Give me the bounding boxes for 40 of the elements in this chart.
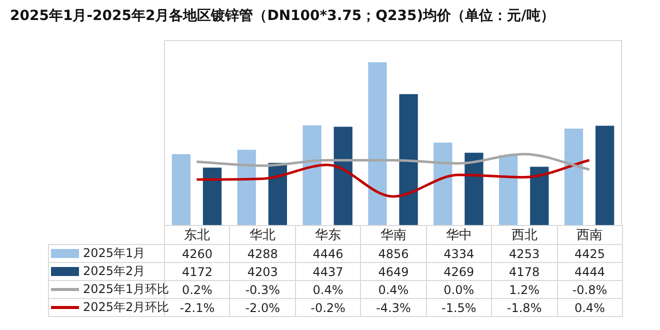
data-label: 4446 — [295, 244, 361, 262]
data-label: 0.4% — [295, 280, 361, 298]
data-label: -2.1% — [180, 300, 215, 314]
legend-label: 2025年1月环比 — [82, 281, 170, 298]
x-tick-label: 华中 — [426, 226, 492, 244]
x-tick-label: 东北 — [164, 226, 230, 244]
data-label: 4172 — [164, 262, 230, 280]
data-label: 4437 — [295, 262, 361, 280]
data-label: 4334 — [426, 244, 492, 262]
chart-title: 2025年1月-2025年2月各地区镀锌管（DN100*3.75；Q235)均价（单位：元/吨） — [10, 7, 554, 25]
data-label: 0.0% — [426, 280, 492, 298]
data-label: 4425 — [557, 244, 622, 262]
x-tick-label: 华东 — [295, 226, 361, 244]
x-tick-label: 西北 — [492, 226, 558, 244]
x-tick-label: 华北 — [230, 226, 296, 244]
x-tick-label: 华南 — [360, 226, 426, 244]
data-label: 4649 — [360, 262, 426, 280]
data-label: 4203 — [230, 262, 296, 280]
data-label: -2.0% — [230, 298, 296, 316]
legend-label: 2025年2月 — [48, 262, 164, 280]
data-label: 4856 — [360, 244, 426, 262]
data-label: 4288 — [230, 244, 296, 262]
data-label: -1.5% — [426, 298, 492, 316]
data-label: 4178 — [492, 262, 558, 280]
data-label: -1.8% — [492, 298, 558, 316]
data-label: -4.3% — [360, 298, 426, 316]
data-label: 4444 — [557, 262, 622, 280]
data-label: -0.8% — [557, 280, 622, 298]
data-label: 0.2% — [182, 282, 212, 296]
legend-label: 2025年2月环比 — [82, 299, 170, 316]
x-tick-label: 西南 — [557, 226, 622, 244]
data-label: 1.2% — [492, 280, 558, 298]
data-label: 4260 — [164, 244, 230, 262]
data-label: 4269 — [426, 262, 492, 280]
data-label: -0.3% — [230, 280, 296, 298]
legend-label: 2025年1月 — [48, 244, 164, 262]
data-label: 0.4% — [557, 298, 622, 316]
data-label: 0.4% — [360, 280, 426, 298]
data-label: -0.2% — [295, 298, 361, 316]
data-label: 4253 — [492, 244, 558, 262]
